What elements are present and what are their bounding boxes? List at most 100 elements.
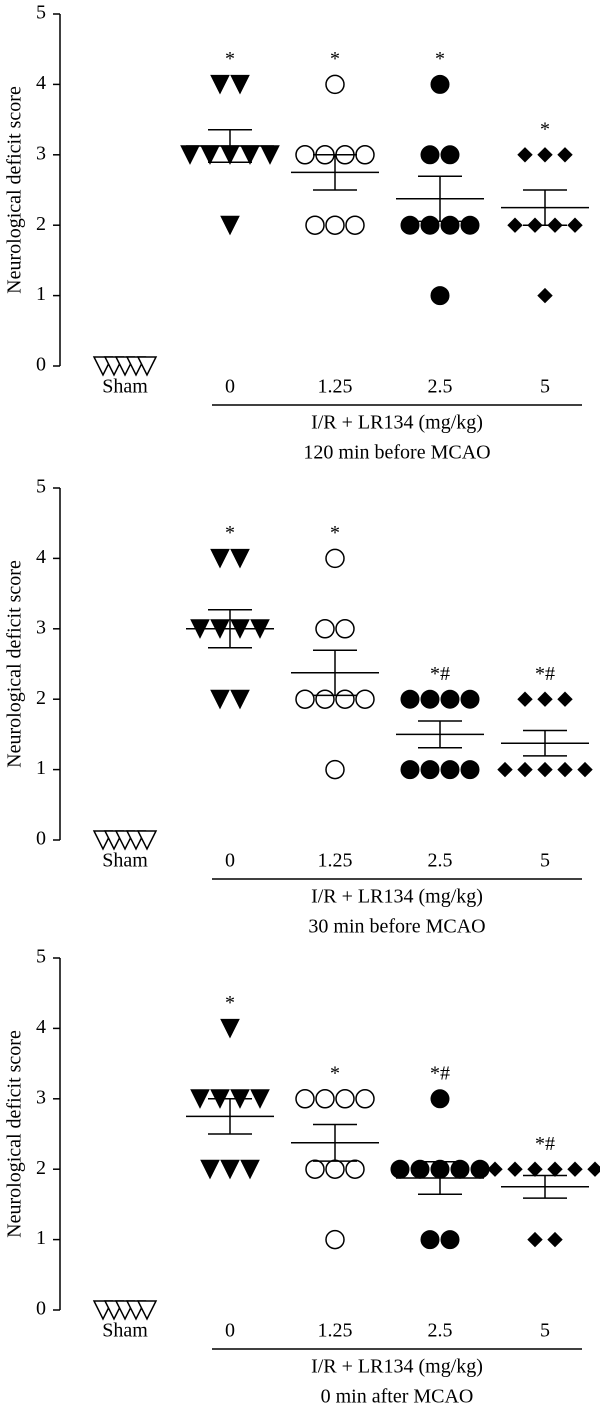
x-axis-label: I/R + LR134 (mg/kg) — [311, 1356, 483, 1378]
point — [325, 548, 345, 569]
point — [220, 1018, 240, 1039]
point — [587, 1161, 600, 1177]
y-tick-label: 4 — [36, 72, 46, 94]
point — [315, 619, 335, 639]
point — [537, 761, 553, 778]
y-tick-label: 5 — [36, 946, 46, 968]
y-tick-label: 3 — [36, 616, 46, 638]
point — [210, 74, 230, 95]
significance-label: *# — [535, 1133, 555, 1155]
point — [487, 1161, 503, 1177]
point — [390, 1159, 410, 1179]
point — [547, 1161, 563, 1177]
point — [136, 356, 158, 377]
point — [335, 689, 355, 709]
point — [190, 1089, 210, 1109]
point — [527, 1161, 543, 1177]
point — [450, 1159, 470, 1179]
y-axis-label: Neurological deficit score — [4, 86, 26, 294]
point — [355, 1089, 375, 1109]
point — [335, 619, 355, 639]
y-tick-label: 2 — [36, 687, 46, 709]
point — [180, 145, 200, 165]
point — [507, 1161, 523, 1177]
x-tick-label: Sham — [102, 1320, 148, 1342]
significance-label: * — [330, 522, 340, 544]
point — [557, 691, 573, 707]
subtitle: 0 min after MCAO — [321, 1386, 474, 1408]
significance-label: *# — [535, 663, 555, 685]
point — [420, 145, 440, 165]
point — [420, 215, 440, 235]
point — [250, 1089, 270, 1109]
point — [440, 215, 460, 235]
point — [410, 1159, 430, 1179]
point — [567, 217, 583, 233]
point — [295, 689, 315, 709]
y-tick-label: 4 — [36, 1016, 46, 1038]
y-tick-label: 3 — [36, 1086, 46, 1108]
point — [577, 761, 593, 778]
point — [517, 691, 533, 707]
y-tick-label: 1 — [36, 283, 46, 305]
point — [537, 147, 553, 163]
y-tick-label: 5 — [36, 2, 46, 24]
point — [507, 217, 523, 233]
point — [420, 760, 440, 780]
x-tick-label: 1.25 — [318, 376, 353, 398]
point — [460, 689, 480, 709]
y-tick-label: 3 — [36, 142, 46, 164]
y-tick-label: 2 — [36, 213, 46, 235]
point — [430, 286, 450, 306]
point — [200, 145, 220, 165]
point — [460, 215, 480, 235]
x-tick-label: Sham — [102, 376, 148, 398]
point — [537, 287, 553, 304]
x-tick-label: 1.25 — [318, 850, 353, 872]
y-axis-label: Neurological deficit score — [4, 560, 26, 768]
point — [136, 830, 158, 851]
x-tick-label: Sham — [102, 850, 148, 872]
x-tick-label: 2.5 — [428, 1320, 453, 1342]
point — [440, 760, 460, 780]
point — [325, 215, 345, 235]
subtitle: 120 min before MCAO — [303, 442, 490, 464]
significance-label: * — [225, 48, 235, 70]
point — [305, 215, 325, 235]
x-tick-label: 5 — [540, 850, 550, 872]
x-tick-label: 2.5 — [428, 376, 453, 398]
point — [527, 1231, 543, 1248]
significance-label: * — [330, 1062, 340, 1084]
significance-label: * — [225, 522, 235, 544]
y-axis-label: Neurological deficit score — [4, 1030, 26, 1238]
y-tick-label: 0 — [36, 828, 46, 850]
point — [260, 145, 280, 165]
point — [345, 1159, 365, 1179]
point — [315, 689, 335, 709]
subtitle: 30 min before MCAO — [308, 916, 485, 938]
significance-label: * — [540, 118, 550, 140]
point — [547, 1231, 563, 1248]
point — [240, 1159, 260, 1180]
x-tick-label: 0 — [225, 850, 235, 872]
y-tick-label: 1 — [36, 757, 46, 779]
x-axis-label: I/R + LR134 (mg/kg) — [311, 412, 483, 434]
point — [230, 74, 250, 95]
point — [517, 147, 533, 163]
significance-label: * — [330, 48, 340, 70]
point — [230, 689, 250, 710]
significance-label: *# — [430, 1062, 450, 1084]
y-tick-label: 4 — [36, 546, 46, 568]
point — [430, 1089, 450, 1109]
point — [210, 689, 230, 710]
point — [470, 1159, 490, 1179]
significance-label: * — [225, 992, 235, 1014]
x-tick-label: 5 — [540, 376, 550, 398]
point — [567, 1161, 583, 1177]
y-tick-label: 1 — [36, 1227, 46, 1249]
point — [325, 759, 345, 780]
point — [440, 689, 460, 709]
y-tick-label: 2 — [36, 1157, 46, 1179]
point — [537, 691, 553, 707]
